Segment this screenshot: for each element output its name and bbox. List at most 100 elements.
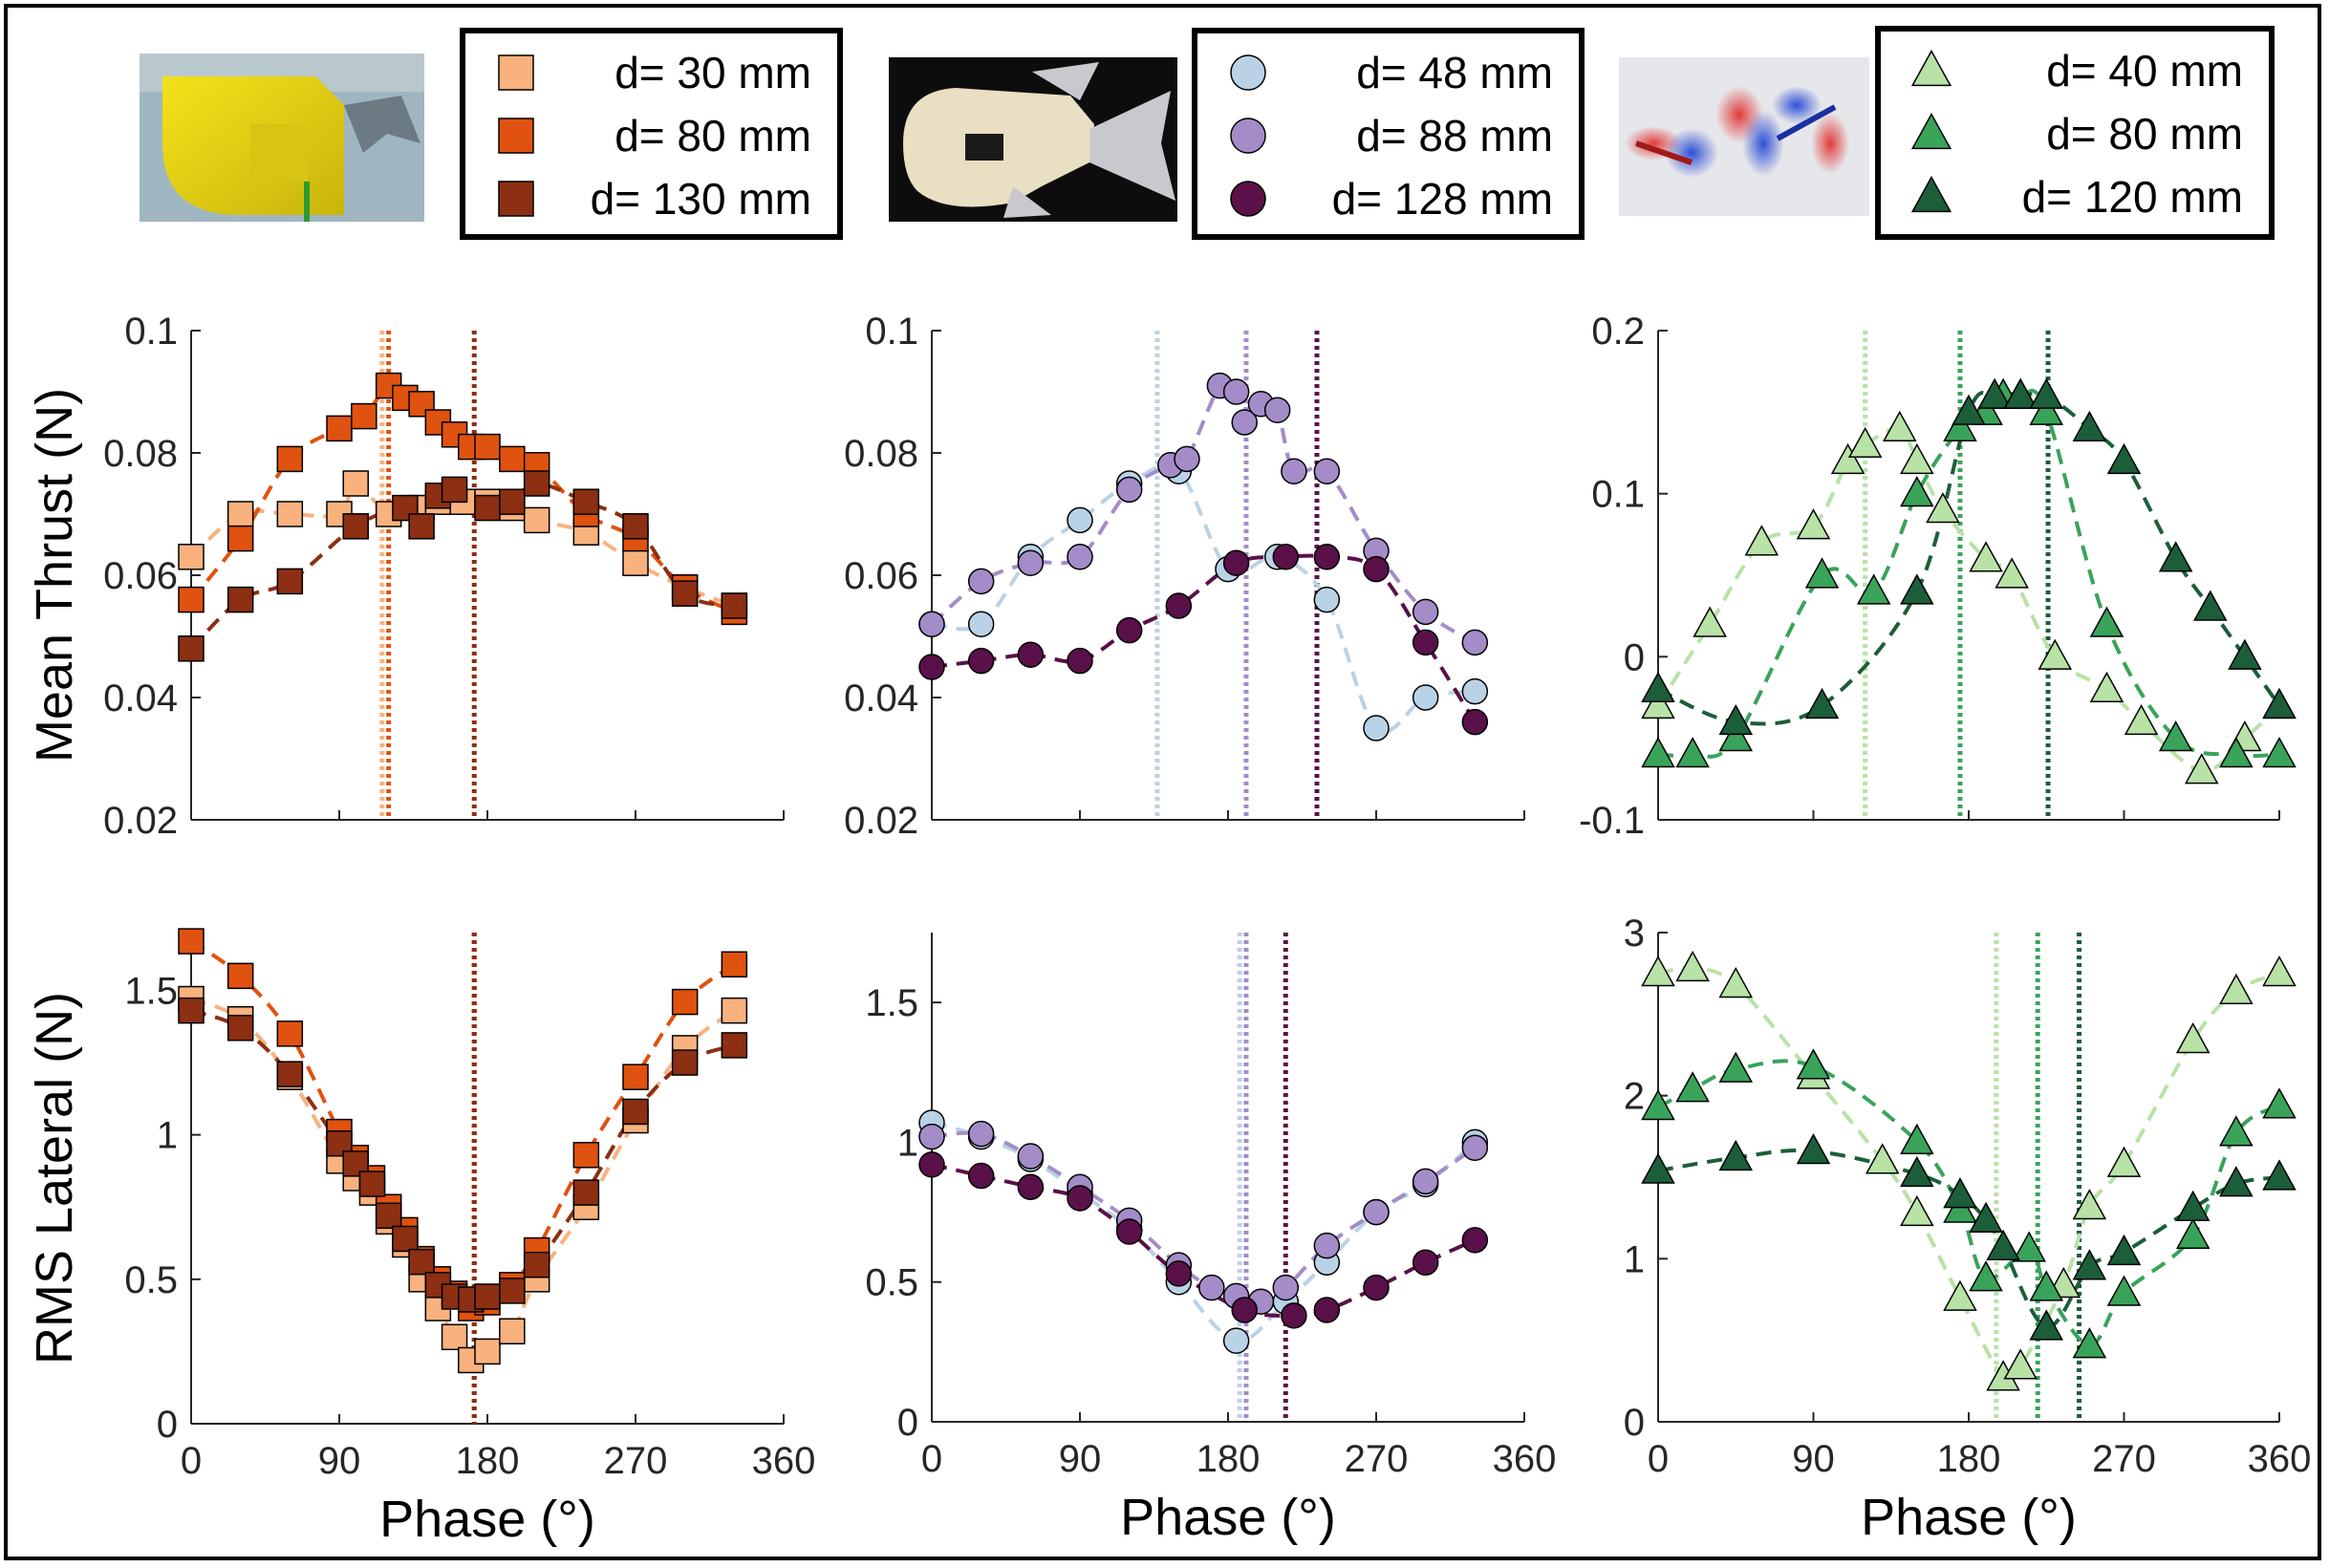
fit-curve xyxy=(931,1130,1477,1304)
legend-marker xyxy=(1230,118,1266,154)
fit-curve xyxy=(931,1121,1477,1343)
data-point xyxy=(499,445,526,473)
y-tick-label: 0 xyxy=(157,1404,178,1446)
x-tick-label: 0 xyxy=(181,1440,202,1482)
legend-label: d= 120 mm xyxy=(2022,172,2243,222)
data-point xyxy=(474,1283,501,1310)
data-point xyxy=(276,445,304,473)
y-tick-label: 0.04 xyxy=(844,677,918,720)
data-point xyxy=(1718,720,1754,752)
data-point xyxy=(326,415,353,442)
photo-fish-robot xyxy=(889,57,1177,222)
data-point xyxy=(967,1162,995,1190)
data-point xyxy=(1995,557,2029,589)
data-point xyxy=(2219,1166,2254,1197)
panel-bottom-left: 0 0.5 1 1.5 0 90 180 270 360 RMS Lateral (N) Phase… xyxy=(26,928,815,1548)
data-point xyxy=(1165,592,1193,619)
data-point xyxy=(178,997,205,1024)
x-tick-label: 180 xyxy=(1197,1438,1261,1480)
data-point xyxy=(622,513,649,540)
data-point xyxy=(1641,671,1675,703)
data-point xyxy=(622,1098,649,1126)
x-axis-label: Phase (°) xyxy=(1120,1489,1336,1546)
data-point xyxy=(351,402,377,430)
legend-marker xyxy=(498,181,534,217)
data-point xyxy=(1900,476,1934,507)
data-point xyxy=(276,1061,304,1087)
data-point xyxy=(721,951,748,978)
legend-marker xyxy=(498,54,534,91)
data-point xyxy=(2072,1327,2107,1359)
panel-top-middle: 0.02 0.04 0.06 0.08 0.1 xyxy=(844,311,1525,842)
data-point xyxy=(671,580,699,607)
data-point xyxy=(1174,445,1200,473)
legend-label: d= 80 mm xyxy=(2046,109,2243,159)
data-point xyxy=(2072,1189,2107,1220)
data-point xyxy=(276,1020,304,1047)
data-point xyxy=(918,654,945,680)
data-point xyxy=(572,1179,600,1206)
data-point xyxy=(1198,1274,1225,1301)
x-tick-label: 90 xyxy=(1059,1438,1102,1480)
x-tick-label: 180 xyxy=(456,1440,520,1482)
data-point xyxy=(1856,573,1891,605)
data-point xyxy=(499,1318,526,1344)
legend-2: d= 48 mm d= 88 mm d= 128 mm xyxy=(1192,28,1585,240)
data-point xyxy=(226,962,254,990)
y-tick-label: 0.06 xyxy=(103,555,178,597)
data-point xyxy=(276,501,304,527)
data-point xyxy=(2072,410,2107,441)
data-point xyxy=(408,513,435,540)
legend-label: d= 130 mm xyxy=(591,174,811,224)
y-tick-label: 1 xyxy=(157,1115,178,1157)
data-point xyxy=(1926,492,1960,524)
legend-marker xyxy=(1230,54,1266,91)
data-point xyxy=(1222,549,1250,576)
x-tick-label: 360 xyxy=(2248,1438,2312,1480)
data-point xyxy=(918,611,945,637)
panel-top-left: 0.02 0.04 0.06 0.08 0.1 Mean Thrust (N) xyxy=(26,311,785,842)
data-point xyxy=(1847,426,1883,459)
data-point xyxy=(967,568,995,595)
data-point xyxy=(1718,1051,1754,1083)
y-axis-label: Mean Thrust (N) xyxy=(26,388,83,763)
data-point xyxy=(1900,1123,1934,1155)
y-tick-label: 0 xyxy=(897,1402,918,1444)
data-point xyxy=(1222,378,1250,405)
data-point xyxy=(276,568,304,595)
data-point xyxy=(1231,409,1258,436)
y-tick-label: 0.02 xyxy=(103,800,178,842)
data-point xyxy=(226,586,254,613)
data-point xyxy=(2012,1231,2046,1262)
data-point xyxy=(1115,476,1143,504)
data-point xyxy=(1969,541,2003,572)
data-point xyxy=(1796,1133,1831,1165)
data-point xyxy=(1675,737,1710,768)
y-tick-label: 0.08 xyxy=(103,433,178,475)
legend-marker xyxy=(1910,112,1952,150)
data-point xyxy=(342,513,369,540)
data-point xyxy=(622,1063,649,1090)
y-tick-label: 0 xyxy=(1624,636,1645,678)
data-point xyxy=(2262,956,2297,987)
legend-label: d= 30 mm xyxy=(615,48,811,97)
data-point xyxy=(1830,442,1865,475)
data-point xyxy=(1796,508,1831,540)
data-point xyxy=(2193,590,2228,621)
x-axis-label: Phase (°) xyxy=(1861,1489,2077,1546)
data-point xyxy=(1281,458,1307,484)
figure-frame xyxy=(4,4,2321,1560)
data-point xyxy=(2029,394,2064,425)
data-point xyxy=(1693,606,1727,637)
data-point xyxy=(1363,1274,1390,1301)
data-point xyxy=(2106,1275,2142,1306)
y-tick-label: 0.2 xyxy=(1591,311,1645,353)
data-point xyxy=(572,1142,600,1169)
x-tick-label: 270 xyxy=(604,1440,668,1482)
data-point xyxy=(1675,950,1710,982)
data-point xyxy=(1900,1194,1934,1227)
fit-curve xyxy=(930,378,1477,645)
fit-curve xyxy=(1657,966,2280,1385)
data-point xyxy=(1363,715,1390,741)
data-point xyxy=(1969,1260,2003,1292)
